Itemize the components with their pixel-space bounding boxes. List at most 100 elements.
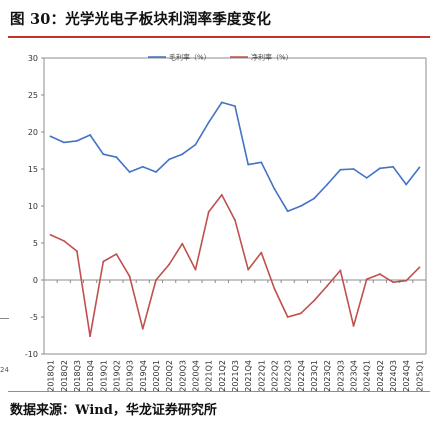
x-tick-label: 2023Q1 (310, 360, 319, 392)
y-tick-label: 20 (28, 128, 38, 137)
series-point-net-margin (181, 242, 184, 245)
series-point-net-margin (49, 233, 52, 236)
series-point-gross-margin (392, 165, 394, 168)
series-point-net-margin (365, 278, 368, 281)
series-point-net-margin (141, 327, 144, 330)
series-point-gross-margin (207, 121, 210, 124)
series-line-gross-margin (49, 101, 421, 212)
series-point-gross-margin (418, 166, 421, 169)
series-point-net-margin (62, 239, 65, 242)
series-point-gross-margin (273, 188, 276, 190)
series-point-net-margin (378, 273, 381, 275)
x-tick-label: 2021Q3 (231, 360, 240, 392)
axes: -10 -5 0 5 10 15 20 25 30 2018Q1 2018Q2 2018Q3 2018Q… (25, 54, 427, 392)
x-tick-label: 2021Q1 (205, 360, 214, 392)
x-tick-label: 2018Q4 (86, 360, 95, 392)
legend-label-net-margin: 净利率（%） (251, 53, 293, 62)
x-tick-label: 2023Q3 (336, 360, 345, 392)
series-point-net-margin (194, 268, 197, 271)
series-point-net-margin (155, 279, 157, 281)
series-point-net-margin (128, 275, 131, 278)
x-tick-label: 2018Q2 (60, 360, 69, 392)
series-point-gross-margin (220, 101, 223, 104)
series-point-gross-margin (286, 210, 289, 213)
x-tick-label: 2021Q2 (218, 360, 227, 392)
series-point-gross-margin (49, 135, 52, 138)
series-point-gross-margin (181, 153, 184, 156)
series-point-net-margin (168, 263, 171, 266)
x-tick-label: 2022Q1 (257, 360, 266, 392)
series-point-net-margin (273, 287, 276, 290)
series-point-gross-margin (326, 183, 329, 186)
series-point-gross-margin (115, 156, 118, 159)
legend: 毛利率（%） 净利率（%） (148, 53, 293, 62)
x-tick-label: 2020Q2 (165, 360, 174, 392)
series-point-gross-margin (365, 176, 368, 179)
series-point-gross-margin (89, 134, 92, 136)
y-tick-label: 15 (28, 165, 38, 174)
title-rule (8, 36, 430, 38)
series-point-gross-margin (168, 158, 171, 161)
series-point-net-margin (76, 250, 78, 253)
x-tick-label: 2024Q4 (402, 360, 411, 392)
y-tick-label: 5 (33, 239, 38, 248)
x-tick-label: 2025Q1 (415, 360, 424, 392)
y-tick-label: 0 (33, 276, 38, 285)
series-point-net-margin (115, 253, 118, 256)
legend-label-gross-margin: 毛利率（%） (169, 53, 211, 62)
series-point-gross-margin (313, 197, 315, 200)
series-point-gross-margin (234, 105, 236, 107)
x-tick-label: 2023Q2 (323, 360, 332, 392)
x-tick-label: 2024Q2 (376, 360, 385, 392)
series-point-gross-margin (155, 171, 157, 173)
series-line-net-margin (49, 194, 421, 338)
series-point-gross-margin (260, 161, 263, 164)
series-point-net-margin (286, 316, 289, 318)
series-point-net-margin (352, 324, 355, 327)
series-point-net-margin (247, 268, 250, 271)
x-tick-label: 2019Q3 (126, 360, 135, 392)
series-point-gross-margin (141, 165, 144, 168)
y-tick-label: -10 (25, 350, 38, 359)
series-point-net-margin (418, 266, 421, 269)
y-tick-label: 30 (28, 54, 38, 63)
series-point-gross-margin (102, 153, 105, 156)
x-tick-label: 2024Q1 (363, 360, 372, 392)
x-tick-label: 2020Q3 (178, 360, 187, 392)
series-point-gross-margin (76, 139, 78, 142)
series-point-gross-margin (62, 141, 65, 144)
source-rule (8, 391, 430, 392)
series-point-net-margin (102, 260, 105, 263)
series-point-gross-margin (247, 163, 250, 166)
series-point-gross-margin (405, 183, 408, 186)
series-point-net-margin (405, 279, 408, 282)
series-point-net-margin (220, 194, 223, 196)
x-tick-label: 2024Q3 (389, 360, 398, 392)
x-tick-label: 2019Q4 (139, 360, 148, 392)
x-tick-label: 2018Q1 (47, 360, 56, 392)
x-tick-label: 2018Q3 (73, 360, 82, 392)
series-point-net-margin (260, 251, 263, 254)
profit-margin-chart: -10 -5 0 5 10 15 20 25 30 2018Q1 2018Q2 2018Q3 2018Q… (25, 53, 427, 392)
x-tick-label: 2022Q2 (271, 360, 280, 392)
series-point-net-margin (392, 281, 394, 284)
x-tick-label: 2020Q1 (152, 360, 161, 392)
series-point-net-margin (326, 285, 329, 287)
y-tick-label: 10 (28, 202, 38, 211)
x-tick-label: 2022Q3 (284, 360, 293, 392)
series-point-net-margin (339, 269, 342, 272)
neighbor-panel-tick (0, 318, 9, 319)
series-point-net-margin (207, 211, 210, 213)
series-point-net-margin (89, 335, 92, 338)
x-tick-label: 2019Q2 (112, 360, 121, 392)
y-tick-label: -5 (30, 313, 38, 322)
series-point-gross-margin (352, 168, 355, 170)
x-tick-label: 2019Q1 (99, 360, 108, 392)
series-point-net-margin (299, 312, 302, 315)
series-point-gross-margin (378, 167, 381, 170)
series-point-gross-margin (128, 171, 131, 173)
x-tick-label: 2022Q4 (297, 360, 306, 392)
neighbor-panel-fragment: 24 (0, 366, 9, 374)
series-point-gross-margin (194, 143, 197, 146)
source-note: 数据来源：Wind，华龙证券研究所 (10, 403, 217, 418)
